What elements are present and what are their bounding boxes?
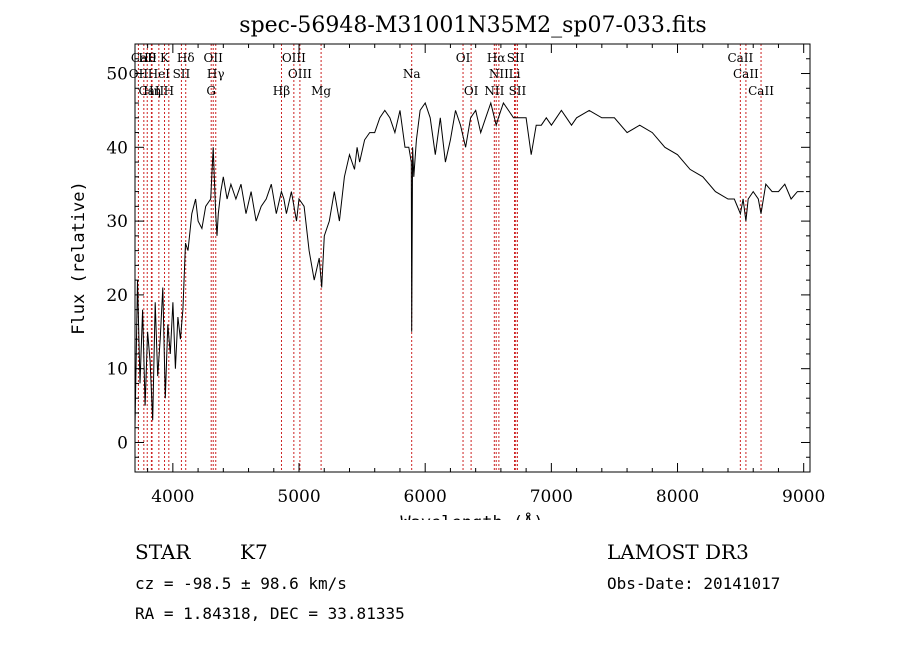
x-axis-ticks: 4000 5000 6000 7000 8000 9000 — [147, 44, 825, 507]
plot-frame — [134, 43, 811, 473]
obs-date: Obs-Date: 20141017 — [607, 574, 781, 593]
x-tick-label: 4000 — [151, 487, 194, 507]
redshift-readout: cz = -98.5 ± 98.6 km/s — [135, 574, 347, 593]
spectral-line-label: OIII — [288, 67, 312, 81]
spectral-line-label: K — [160, 51, 170, 65]
spectral-line-label: CaII — [748, 84, 774, 98]
y-tick-label: 10 — [106, 360, 128, 380]
spectral-line-label: Li — [509, 67, 521, 81]
subclass: K7 — [240, 540, 268, 564]
x-tick-label: 9000 — [782, 487, 825, 507]
spectral-line-label: HeI — [148, 67, 171, 81]
x-tick-label: 7000 — [530, 487, 573, 507]
spectrum-line — [134, 101, 804, 428]
x-tick-label: 6000 — [404, 487, 447, 507]
coordinates: RA = 1.84318, DEC = 33.81335 — [135, 604, 405, 623]
spectral-line-label: Hα — [487, 51, 506, 65]
spectral-line-label: CaII — [727, 51, 753, 65]
spectral-line-label: Hη — [143, 84, 161, 98]
x-tick-label: 5000 — [277, 487, 320, 507]
x-axis-label: Wavelength (Å) — [400, 511, 543, 520]
spectral-line-label: OIII — [282, 51, 306, 65]
spectral-line-label: NII — [484, 84, 504, 98]
y-tick-label: 50 — [106, 65, 128, 85]
y-axis-ticks: 0 10 20 30 40 50 — [106, 58, 810, 458]
spectrum-chart: spec-56948-M31001N35M2_sp07-033.fits HθC… — [69, 13, 825, 520]
spectral-line-label: G — [206, 84, 216, 98]
spectral-line-label: SII — [509, 84, 527, 98]
y-axis-label: Flux (relative) — [69, 181, 89, 335]
y-tick-label: 20 — [106, 286, 128, 306]
spectral-line-label: SII — [507, 51, 525, 65]
spectral-line-label: Hβ — [273, 84, 290, 98]
spectral-line-label: Hθ — [138, 51, 156, 65]
y-tick-label: 30 — [106, 212, 128, 232]
spectral-line-label: CaII — [138, 84, 164, 98]
object-class: STAR — [135, 540, 191, 564]
spectral-line-label: CaII — [733, 67, 759, 81]
spectral-line-label: Mg — [311, 84, 331, 98]
spectral-line-label: CaII — [131, 51, 157, 65]
y-tick-label: 0 — [117, 433, 128, 453]
spectral-line-label: OII — [204, 51, 224, 65]
x-tick-label: 8000 — [656, 487, 699, 507]
spectral-line-label: Hγ — [207, 67, 225, 81]
chart-title: spec-56948-M31001N35M2_sp07-033.fits — [239, 13, 706, 38]
spectral-line-label: H — [164, 84, 174, 98]
y-tick-label: 40 — [106, 138, 128, 158]
spectral-line-label: Hδ — [177, 51, 195, 65]
spectral-line-label: Na — [403, 67, 421, 81]
spectral-lines-group — [137, 44, 762, 472]
spectral-line-label: SII — [173, 67, 191, 81]
spectral-line-label: OI — [464, 84, 479, 98]
spectral-line-label: OI — [456, 51, 471, 65]
survey-name: LAMOST DR3 — [607, 540, 749, 564]
spectral-line-label: NII — [489, 67, 509, 81]
